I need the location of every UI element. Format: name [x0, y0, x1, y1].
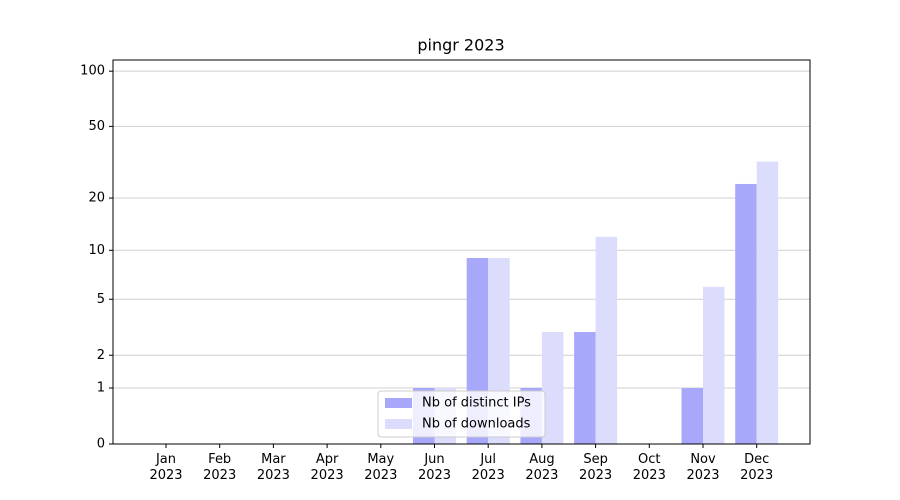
x-tick-label: Nov 2023 — [686, 452, 720, 483]
x-tick-label: Oct 2023 — [632, 452, 666, 483]
x-tick-label: Apr 2023 — [310, 452, 344, 483]
legend-swatch — [385, 419, 412, 429]
y-tick-label: 1 — [97, 381, 105, 396]
bar — [681, 388, 703, 444]
y-tick-label: 2 — [97, 348, 105, 363]
x-tick-label: Jun 2023 — [417, 452, 452, 483]
bar — [756, 161, 779, 444]
chart-title: pingr 2023 — [417, 36, 504, 55]
legend-label: Nb of downloads — [422, 417, 531, 432]
legend: Nb of distinct IPs Nb of downloads — [377, 390, 546, 438]
bar — [574, 332, 596, 444]
x-tick-label: Feb 2023 — [203, 452, 237, 483]
y-tick-label: 5 — [97, 292, 105, 307]
bar — [595, 236, 618, 444]
x-tick-label: Jul 2023 — [471, 452, 505, 483]
x-tick-label: Jan 2023 — [149, 452, 183, 483]
x-tick-label: Dec 2023 — [740, 452, 774, 483]
x-tick-label: Sep 2023 — [579, 452, 613, 483]
y-tick-label: 100 — [80, 64, 105, 79]
y-tick-label: 20 — [88, 191, 105, 206]
legend-box — [377, 390, 546, 438]
bar — [735, 183, 757, 444]
x-tick-label: Aug 2023 — [525, 452, 559, 483]
x-tick-label: Mar 2023 — [256, 452, 290, 483]
x-tick-label: May 2023 — [364, 452, 398, 483]
legend-label: Nb of distinct IPs — [422, 396, 531, 411]
plot-frame — [112, 59, 811, 445]
y-tick-label: 50 — [88, 119, 105, 134]
legend-swatch — [385, 398, 412, 408]
bar — [541, 332, 564, 444]
bar — [703, 286, 725, 444]
y-tick-label: 0 — [97, 437, 105, 452]
y-tick-label: 10 — [88, 243, 105, 258]
